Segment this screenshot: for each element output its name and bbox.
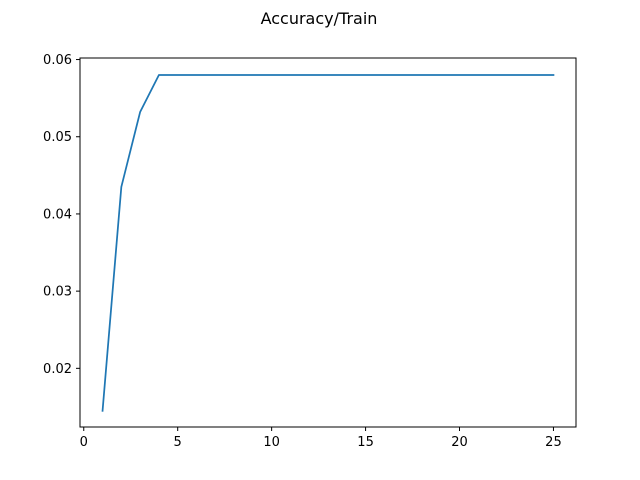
x-tick-label: 20: [451, 435, 468, 450]
y-tick-label: 0.02: [43, 362, 72, 377]
x-tick-label: 0: [80, 435, 88, 450]
chart-title: Accuracy/Train: [261, 9, 378, 28]
plot-series: [101, 74, 555, 412]
y-tick-label: 0.04: [43, 207, 72, 222]
y-axis: 0.02 0.03 0.04 0.05 0.06: [43, 53, 80, 377]
plot-frame: [79, 57, 577, 428]
x-axis: 0 5 10 15 20 25: [80, 427, 562, 450]
x-tick-label: 25: [545, 435, 562, 450]
y-tick-label: 0.03: [43, 285, 72, 300]
x-tick-label: 15: [357, 435, 374, 450]
x-tick-label: 10: [263, 435, 280, 450]
x-tick-label: 5: [174, 435, 182, 450]
y-tick-label: 0.06: [43, 53, 72, 68]
y-tick-label: 0.05: [43, 130, 72, 145]
series-line: [101, 74, 555, 412]
